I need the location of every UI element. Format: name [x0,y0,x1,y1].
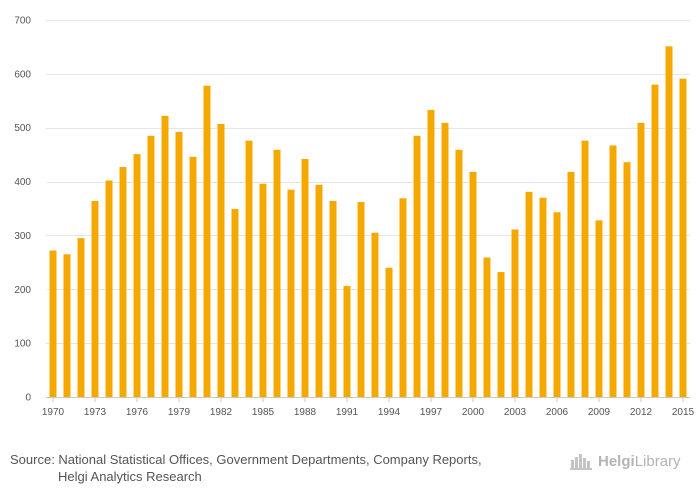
bars [49,46,687,398]
bar-2002 [497,272,505,397]
x-tick-label: 1991 [336,407,359,418]
x-tick-label: 1988 [294,407,317,418]
x-tick-label: 1979 [168,407,191,418]
bar-1993 [371,232,379,397]
bar-1980 [189,156,197,397]
bar-2000 [469,171,477,397]
bar-1974 [105,180,113,397]
bar-1992 [357,202,365,397]
bar-1972 [77,238,85,397]
bar-1971 [63,254,71,397]
y-tick-label: 200 [14,285,31,296]
x-tick-label: 1970 [42,407,65,418]
bar-1981 [203,85,211,398]
bar-1986 [273,149,281,397]
bar-1997 [427,109,435,397]
bar-1970 [49,250,57,397]
x-tick-label: 1997 [420,407,443,418]
x-tick-label: 1973 [84,407,107,418]
y-tick-label: 100 [14,339,31,350]
bar-2008 [581,140,589,397]
bar-2007 [567,171,575,397]
bar-2014 [665,46,673,397]
bar-2005 [539,197,547,397]
y-tick-label: 300 [14,231,31,242]
bar-2004 [525,191,533,397]
x-tick-label: 1982 [210,407,233,418]
bar-1984 [245,140,253,397]
y-tick-label: 700 [14,16,31,27]
x-tick-label: 1976 [126,407,149,418]
x-tick-label: 1985 [252,407,275,418]
bar-1996 [413,135,421,398]
brand-name-light: Library [634,452,681,470]
bar-1979 [175,132,183,397]
bar-2013 [651,84,659,397]
bar-1976 [133,154,141,397]
x-tick-label: 2009 [588,407,611,418]
source-line-1: Source: National Statistical Offices, Go… [10,452,482,467]
bar-1990 [329,200,337,397]
bar-1991 [343,286,351,397]
bar-2011 [623,162,631,397]
x-tick-label: 2003 [504,407,527,418]
bar-1985 [259,183,267,397]
bar-1989 [315,184,323,397]
source-line-2: Helgi Analytics Research [58,469,202,484]
bar-1998 [441,122,449,398]
bar-1977 [147,135,155,398]
bar-2010 [609,145,617,397]
bar-1994 [385,267,393,397]
x-tick-label: 1994 [378,407,401,418]
x-axis-ticks: 1970 1973 1976 1979 1982 1985 1988 1991 1994 1997… [42,397,695,418]
y-tick-label: 600 [14,69,31,80]
bar-1988 [301,158,309,397]
helgi-library-logo: Helgi Library [570,450,681,472]
y-tick-label: 400 [14,177,31,188]
bar-1973 [91,200,99,397]
bar-1982 [217,123,225,397]
y-tick-label: 0 [25,393,31,404]
bar-1978 [161,115,169,398]
bar-2003 [511,229,519,397]
y-axis-ticks: 0 100 200 300 400 500 600 700 [14,16,31,404]
source-note: Source: National Statistical Offices, Go… [10,451,482,485]
bar-1987 [287,189,295,397]
y-tick-label: 500 [14,123,31,134]
bar-1983 [231,209,239,397]
bar-1975 [119,167,127,397]
bar-2006 [553,212,561,397]
bar-2015 [679,78,687,397]
bar-2009 [595,220,603,397]
bar-1999 [455,149,463,397]
x-tick-label: 2012 [630,407,653,418]
x-tick-label: 2000 [462,407,485,418]
brand-name-bold: Helgi [598,452,635,470]
gridlines [46,20,690,344]
x-tick-label: 2006 [546,407,569,418]
x-tick-label: 2015 [672,407,695,418]
building-icon [570,454,592,470]
bar-2001 [483,257,491,397]
bar-2012 [637,122,645,398]
bar-1995 [399,198,407,397]
